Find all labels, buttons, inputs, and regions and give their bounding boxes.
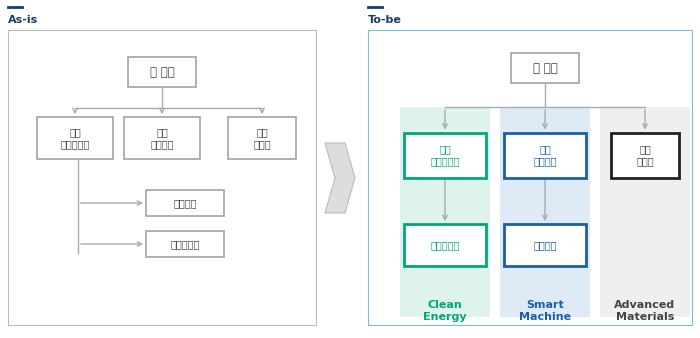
Text: To-be: To-be [368,15,402,25]
FancyBboxPatch shape [504,132,586,177]
Text: ㎜ 두산: ㎜ 두산 [150,66,174,78]
FancyBboxPatch shape [37,117,113,159]
Text: 두산퓨얼셀: 두산퓨얼셀 [170,239,199,249]
FancyBboxPatch shape [228,117,296,159]
FancyBboxPatch shape [611,132,679,177]
FancyBboxPatch shape [124,117,200,159]
FancyBboxPatch shape [404,132,486,177]
Text: Smart
Machine: Smart Machine [519,300,571,321]
Text: Clean
Energy: Clean Energy [424,300,467,321]
FancyBboxPatch shape [368,30,692,325]
Text: ㎜ 두산: ㎜ 두산 [533,62,557,74]
Text: Advanced
Materials: Advanced Materials [615,300,676,321]
Text: 두산
에너빌리티: 두산 에너빌리티 [430,144,460,166]
Text: 두산밥캓: 두산밥캓 [174,198,197,208]
Text: As-is: As-is [8,15,38,25]
FancyBboxPatch shape [600,107,690,317]
FancyBboxPatch shape [511,53,579,83]
FancyBboxPatch shape [404,224,486,266]
FancyBboxPatch shape [128,57,196,87]
Polygon shape [325,143,355,213]
Text: 두산밥캓: 두산밥캓 [533,240,556,250]
FancyBboxPatch shape [400,107,490,317]
FancyBboxPatch shape [500,107,590,317]
Text: 두산
에너빌리티: 두산 에너빌리티 [60,127,90,149]
Text: 두산
테스나: 두산 테스나 [253,127,271,149]
FancyBboxPatch shape [8,30,316,325]
FancyBboxPatch shape [146,231,224,257]
Text: 두산퓨얼셀: 두산퓨얼셀 [430,240,460,250]
Text: 두산
로보틱스: 두산 로보틱스 [533,144,556,166]
FancyBboxPatch shape [146,190,224,216]
FancyBboxPatch shape [504,224,586,266]
Text: 두산
테스나: 두산 테스나 [636,144,654,166]
Text: 두산
로보틱스: 두산 로보틱스 [150,127,174,149]
